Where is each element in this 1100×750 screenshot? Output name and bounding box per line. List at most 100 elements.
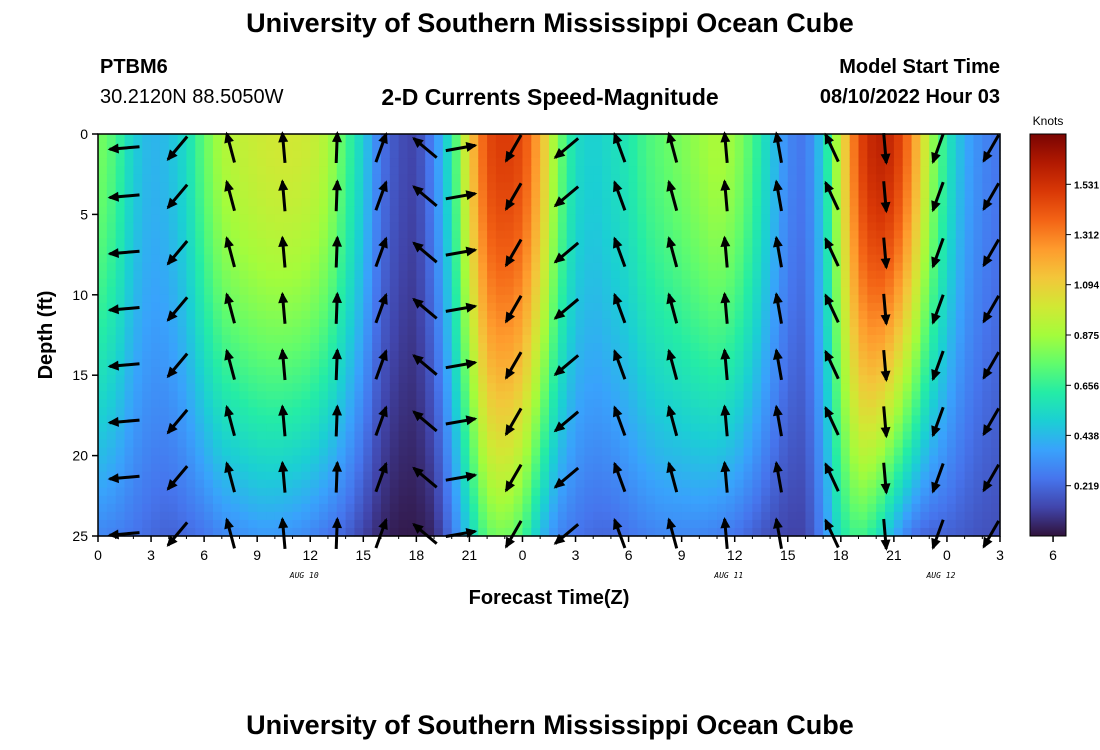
heatmap-cell bbox=[911, 158, 922, 167]
heatmap-cell bbox=[372, 222, 382, 232]
heatmap-cell bbox=[946, 206, 957, 215]
heatmap-cell bbox=[902, 158, 913, 167]
heatmap-cell bbox=[239, 391, 249, 400]
heatmap-cell bbox=[186, 455, 196, 465]
heatmap-cell bbox=[380, 423, 391, 433]
heatmap-cell bbox=[920, 278, 930, 288]
heatmap-cell bbox=[345, 158, 356, 167]
heatmap-cell bbox=[248, 238, 258, 248]
heatmap-cell bbox=[752, 310, 762, 320]
heatmap-cell bbox=[602, 455, 612, 465]
heatmap-cell bbox=[770, 254, 780, 264]
heatmap-cell bbox=[380, 302, 391, 312]
heatmap-cell bbox=[734, 431, 745, 441]
heatmap-cell bbox=[964, 206, 975, 215]
heatmap-cell bbox=[434, 527, 444, 537]
heatmap-cell bbox=[416, 479, 426, 489]
heatmap-cell bbox=[239, 230, 249, 240]
heatmap-cell bbox=[469, 326, 479, 336]
heatmap-cell bbox=[469, 198, 479, 207]
heatmap-cell bbox=[106, 270, 117, 280]
heatmap-cell bbox=[619, 527, 630, 537]
heatmap-cell bbox=[566, 174, 577, 183]
heatmap-cell bbox=[708, 447, 718, 457]
heatmap-cell bbox=[805, 246, 815, 256]
heatmap-cell bbox=[212, 254, 223, 264]
heatmap-cell bbox=[451, 359, 462, 368]
heatmap-cell bbox=[814, 383, 824, 392]
heatmap-cell bbox=[619, 190, 630, 199]
heatmap-cell bbox=[796, 246, 807, 256]
heatmap-cell bbox=[929, 326, 939, 336]
heatmap-cell bbox=[398, 447, 409, 457]
heatmap-cell bbox=[690, 399, 700, 408]
heatmap-cell bbox=[725, 375, 736, 384]
heatmap-cell bbox=[549, 182, 559, 191]
heatmap-cell bbox=[513, 142, 524, 151]
heatmap-cell bbox=[540, 447, 550, 457]
heatmap-cell bbox=[946, 399, 957, 408]
heatmap-cell bbox=[566, 351, 577, 360]
heatmap-cell bbox=[734, 318, 745, 328]
heatmap-cell bbox=[575, 198, 585, 207]
heatmap-cell bbox=[380, 503, 391, 513]
heatmap-cell bbox=[549, 511, 559, 521]
heatmap-cell bbox=[257, 310, 267, 320]
heatmap-cell bbox=[363, 463, 373, 473]
heatmap-cell bbox=[398, 270, 409, 280]
heatmap-cell bbox=[849, 495, 860, 505]
heatmap-cell bbox=[451, 463, 462, 473]
heatmap-cell bbox=[646, 431, 656, 441]
heatmap-cell bbox=[425, 527, 435, 537]
heatmap-cell bbox=[734, 142, 745, 151]
heatmap-cell bbox=[504, 166, 515, 175]
heatmap-cell bbox=[849, 447, 860, 457]
heatmap-cell bbox=[796, 391, 807, 400]
heatmap-cell bbox=[717, 254, 727, 264]
heatmap-cell bbox=[858, 222, 868, 232]
heatmap-cell bbox=[354, 431, 364, 441]
heatmap-cell bbox=[327, 182, 338, 191]
heatmap-cell bbox=[540, 150, 550, 159]
heatmap-cell bbox=[451, 527, 462, 537]
heatmap-cell bbox=[522, 423, 532, 433]
heatmap-cell bbox=[345, 230, 356, 240]
heatmap-cell bbox=[98, 302, 108, 312]
heatmap-cell bbox=[495, 495, 506, 505]
heatmap-cell bbox=[478, 190, 488, 199]
heatmap-cell bbox=[955, 134, 966, 143]
heatmap-cell bbox=[584, 310, 594, 320]
heatmap-cell bbox=[602, 150, 612, 159]
heatmap-cell bbox=[540, 182, 550, 191]
heatmap-cell bbox=[186, 415, 196, 425]
heatmap-cell bbox=[398, 383, 409, 392]
heatmap-cell bbox=[540, 455, 550, 465]
heatmap-cell bbox=[876, 471, 886, 481]
heatmap-cell bbox=[204, 407, 214, 416]
heatmap-cell bbox=[646, 447, 656, 457]
heatmap-cell bbox=[451, 351, 462, 360]
heatmap-cell bbox=[893, 142, 904, 151]
heatmap-cell bbox=[902, 190, 913, 199]
heatmap-cell bbox=[283, 270, 294, 280]
heatmap-cell bbox=[98, 471, 108, 481]
heatmap-cell bbox=[327, 367, 338, 376]
heatmap-cell bbox=[177, 375, 188, 384]
heatmap-cell bbox=[204, 399, 214, 408]
heatmap-cell bbox=[840, 335, 851, 344]
heatmap-cell bbox=[124, 423, 134, 433]
heatmap-cell bbox=[327, 495, 338, 505]
heatmap-cell bbox=[699, 463, 709, 473]
heatmap-cell bbox=[761, 375, 771, 384]
heatmap-cell bbox=[823, 527, 833, 537]
heatmap-cell bbox=[593, 262, 603, 272]
heatmap-cell bbox=[717, 262, 727, 272]
heatmap-cell bbox=[725, 310, 736, 320]
heatmap-cell bbox=[469, 399, 479, 408]
heatmap-cell bbox=[469, 431, 479, 441]
heatmap-cell bbox=[230, 463, 241, 473]
heatmap-cell bbox=[849, 214, 860, 224]
heatmap-cell bbox=[248, 318, 258, 328]
heatmap-cell bbox=[142, 190, 152, 199]
heatmap-cell bbox=[902, 134, 913, 143]
